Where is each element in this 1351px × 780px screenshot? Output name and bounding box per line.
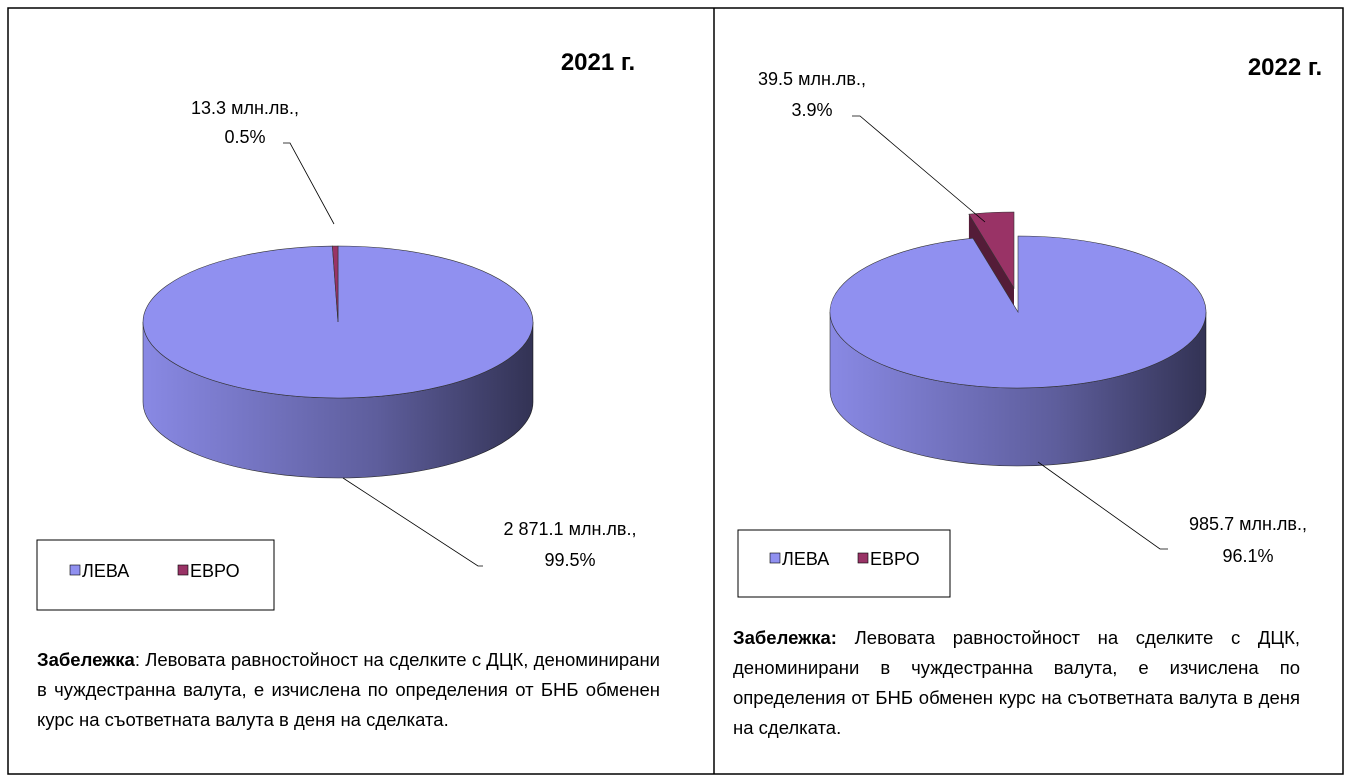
data-label: 39.5 млн.лв., — [758, 69, 866, 89]
percent-label: 3.9% — [791, 100, 832, 120]
data-label: 985.7 млн.лв., — [1189, 514, 1307, 534]
percent-label: 0.5% — [224, 127, 265, 147]
frame — [7, 7, 1344, 775]
note-label: Забележка — [37, 649, 135, 670]
side-shade — [143, 322, 533, 478]
side-shade — [830, 312, 1206, 466]
note: Забележка: Левовата равностойност на сде… — [37, 645, 660, 735]
note-label: Забележка: — [733, 627, 837, 648]
chart-title: 2021 г. — [561, 49, 635, 76]
percent-label: 99.5% — [544, 550, 595, 570]
pie — [142, 245, 534, 479]
pie — [829, 211, 1207, 467]
chart-title: 2022 г. — [1248, 54, 1322, 81]
leader-line — [283, 142, 335, 225]
leader-line — [342, 477, 483, 567]
note-text: Левовата равностойност на сделките с ДЦК… — [733, 627, 1300, 738]
leader-line — [1037, 461, 1168, 550]
legend-swatch — [769, 552, 781, 564]
legend-label: ЛЕВА — [782, 549, 829, 569]
note: Забележка: Левовата равностойност на сде… — [733, 623, 1300, 743]
slice — [968, 211, 1015, 290]
legend-label: ЛЕВА — [82, 561, 129, 581]
data-label: 2 871.1 млн.лв., — [504, 519, 637, 539]
legend-swatch — [69, 564, 81, 576]
legend-swatch — [177, 564, 189, 576]
note-text: : Левовата равностойност на сделките с Д… — [37, 649, 660, 730]
slice — [829, 235, 1207, 389]
legend-label: ЕВРО — [190, 561, 240, 581]
slice — [332, 245, 339, 323]
legend-swatch — [857, 552, 869, 564]
legend-label: ЕВРО — [870, 549, 920, 569]
leader-line — [852, 115, 986, 223]
percent-label: 96.1% — [1222, 546, 1273, 566]
legend — [737, 529, 951, 598]
data-label: 13.3 млн.лв., — [191, 98, 299, 118]
